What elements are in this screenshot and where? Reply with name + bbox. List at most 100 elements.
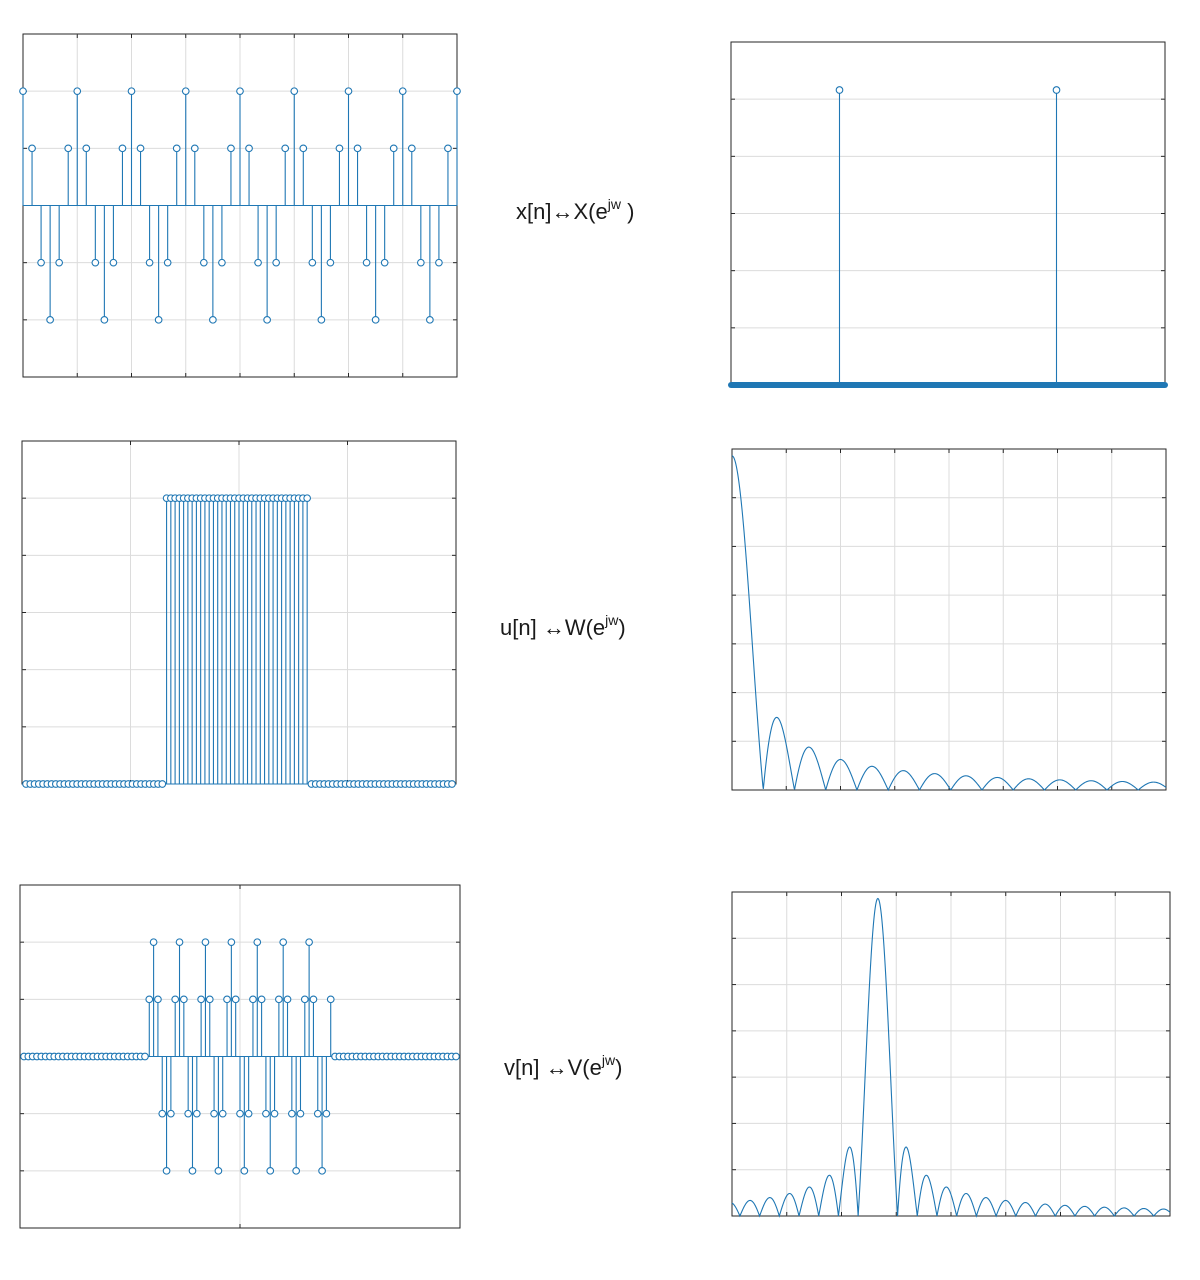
v-time-marker bbox=[318, 1166, 326, 1175]
u-time-marker bbox=[303, 494, 312, 503]
v-time-marker bbox=[279, 938, 288, 947]
x-time-marker bbox=[127, 87, 136, 96]
x-time-marker bbox=[453, 87, 461, 96]
transform-label-x: x[n]↔X(ejw ) bbox=[516, 196, 634, 225]
x-time-marker bbox=[28, 144, 36, 153]
x-time-marker bbox=[416, 258, 425, 267]
x-time-marker bbox=[236, 87, 244, 96]
v-time-marker bbox=[322, 1109, 331, 1118]
x-freq-marker bbox=[835, 86, 844, 94]
v-time-marker bbox=[266, 1166, 275, 1175]
v-time-marker bbox=[184, 1109, 193, 1118]
v-time-plot bbox=[19, 884, 461, 1229]
x-time-marker bbox=[317, 315, 326, 324]
x-time-marker bbox=[335, 144, 344, 153]
x-time-marker bbox=[209, 315, 217, 324]
x-time-marker bbox=[426, 315, 434, 324]
u-time-plot bbox=[21, 440, 457, 788]
v-time-marker bbox=[197, 995, 205, 1004]
x-time-marker bbox=[362, 258, 371, 267]
x-time-marker bbox=[326, 258, 335, 267]
v-freq-plot bbox=[731, 891, 1171, 1218]
v-time-marker bbox=[210, 1109, 218, 1118]
x-time-marker bbox=[64, 144, 73, 153]
transform-label-u: u[n] ↔W(ejw) bbox=[500, 612, 626, 641]
v-time-marker bbox=[218, 1109, 227, 1118]
v-time-marker bbox=[257, 995, 266, 1004]
u-time-marker bbox=[448, 780, 456, 788]
v-time-marker bbox=[223, 995, 231, 1004]
v-time-marker bbox=[158, 1109, 167, 1118]
v-time-marker bbox=[167, 1109, 175, 1118]
v-time-marker bbox=[192, 1109, 201, 1118]
v-time-marker bbox=[262, 1109, 270, 1118]
x-time-marker bbox=[136, 144, 145, 153]
v-time-marker bbox=[296, 1109, 305, 1118]
v-time-marker bbox=[162, 1166, 171, 1175]
double-arrow-icon: ↔ bbox=[545, 1055, 568, 1080]
v-time-marker bbox=[179, 995, 188, 1004]
v-time-marker bbox=[283, 995, 292, 1004]
x-time-plot bbox=[19, 33, 461, 378]
x-time-marker bbox=[245, 144, 253, 153]
v-time-marker bbox=[141, 1052, 149, 1061]
double-arrow-icon: ↔ bbox=[551, 199, 574, 224]
x-time-marker bbox=[109, 258, 118, 267]
x-time-marker bbox=[444, 144, 452, 153]
v-time-marker bbox=[201, 938, 210, 947]
x-time-marker bbox=[227, 144, 235, 153]
v-time-marker bbox=[253, 938, 262, 947]
x-time-marker bbox=[344, 87, 353, 96]
x-time-marker bbox=[154, 315, 163, 324]
v-time-marker bbox=[287, 1109, 296, 1118]
x-time-marker bbox=[163, 258, 172, 267]
x-time-marker bbox=[389, 144, 398, 153]
x-time-marker bbox=[172, 144, 181, 153]
v-time-marker bbox=[305, 938, 313, 947]
v-time-marker bbox=[188, 1166, 197, 1175]
v-time-marker bbox=[309, 995, 318, 1004]
v-time-marker bbox=[145, 995, 154, 1004]
u-freq-line bbox=[731, 455, 1167, 792]
x-time-marker bbox=[82, 144, 91, 153]
x-time-marker bbox=[308, 258, 317, 267]
transform-u: W(e bbox=[564, 615, 606, 640]
x-time-marker bbox=[100, 315, 109, 324]
x-time-marker bbox=[435, 258, 443, 267]
x-time-marker bbox=[181, 87, 190, 96]
x-time-marker bbox=[398, 87, 407, 96]
v-time-marker bbox=[149, 938, 158, 947]
superscript-u: jw bbox=[605, 612, 619, 628]
v-time-marker bbox=[205, 995, 214, 1004]
v-time-marker bbox=[313, 1109, 322, 1118]
v-time-marker bbox=[249, 995, 257, 1004]
transform-v: V(e bbox=[567, 1055, 602, 1080]
x-freq-marker bbox=[1052, 86, 1061, 94]
v-time-marker bbox=[236, 1109, 244, 1118]
superscript-x: jw bbox=[607, 196, 621, 212]
x-freq-plot bbox=[728, 41, 1168, 388]
x-time-marker bbox=[254, 258, 262, 267]
superscript-v: jw bbox=[601, 1052, 616, 1068]
close-paren-v: ) bbox=[615, 1055, 623, 1080]
signal-x: x[n] bbox=[516, 199, 552, 224]
transform-label-v: v[n] ↔V(ejw) bbox=[504, 1052, 622, 1081]
u-time-marker bbox=[158, 780, 167, 788]
x-time-marker bbox=[218, 258, 226, 267]
close-paren-u: ) bbox=[618, 615, 626, 640]
v-time-marker bbox=[240, 1166, 249, 1175]
v-time-marker bbox=[326, 995, 335, 1004]
v-time-marker bbox=[227, 938, 236, 947]
x-time-marker bbox=[263, 315, 271, 324]
x-time-marker bbox=[371, 315, 380, 324]
v-time-marker bbox=[231, 995, 240, 1004]
x-time-marker bbox=[145, 258, 154, 267]
x-time-marker bbox=[353, 144, 362, 153]
v-time-marker bbox=[244, 1109, 253, 1118]
x-time-marker bbox=[73, 87, 82, 96]
x-time-marker bbox=[55, 258, 64, 267]
v-time-marker bbox=[300, 995, 309, 1004]
x-time-marker bbox=[272, 258, 281, 267]
x-time-marker bbox=[299, 144, 308, 153]
x-time-marker bbox=[118, 144, 127, 153]
